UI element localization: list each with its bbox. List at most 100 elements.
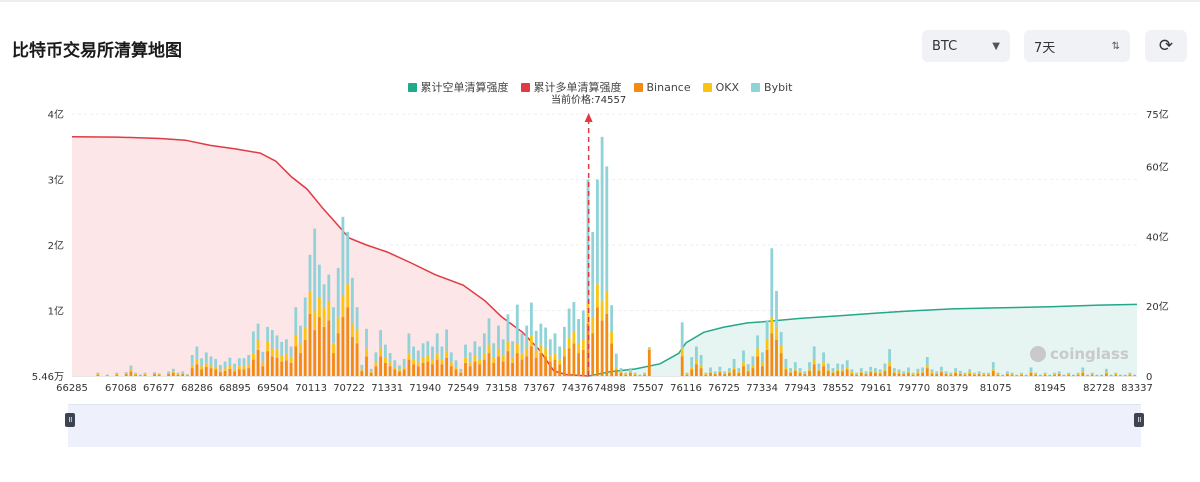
zoom-slider-track[interactable] [68, 404, 1141, 447]
bar-bybit [459, 368, 463, 372]
bar-binance [723, 374, 727, 376]
bar-binance [808, 370, 811, 376]
x-tick-label: 76116 [670, 383, 702, 394]
bar-okx [553, 353, 557, 360]
legend-label: OKX [715, 80, 740, 94]
bar-bybit [515, 304, 519, 344]
bar-bybit [346, 231, 350, 285]
legend-item[interactable]: OKX [702, 79, 740, 95]
bar-binance [779, 353, 783, 376]
bar-bybit [289, 346, 293, 358]
bar-okx [167, 373, 170, 375]
bar-okx [841, 369, 844, 372]
bar-okx [186, 374, 189, 376]
bar-okx [949, 374, 953, 375]
bar-okx [765, 340, 769, 350]
bar-okx [690, 366, 694, 370]
bar-binance [690, 369, 694, 376]
bar-binance [1123, 375, 1127, 376]
bar-binance [864, 374, 868, 376]
bar-okx [836, 368, 840, 371]
bar-bybit [379, 330, 382, 349]
bar-okx [1034, 374, 1038, 375]
bar-binance [1090, 374, 1094, 376]
bar-bybit [308, 254, 312, 291]
bar-binance [445, 357, 448, 376]
legend-item[interactable]: 累计空单清算强度 [407, 79, 509, 95]
bar-binance [619, 372, 623, 376]
bar-bybit [1062, 374, 1066, 376]
bar-okx [911, 374, 915, 375]
bar-binance [294, 346, 298, 376]
chart-legend: 累计空单清算强度 累计多单清算强度 Binance OKX Bybit [0, 79, 1200, 95]
bar-okx [209, 364, 213, 369]
bar-bybit [869, 366, 873, 371]
legend-item[interactable]: Binance [633, 79, 691, 95]
x-tick-label: 71331 [371, 383, 403, 394]
bar-bybit [718, 366, 722, 371]
refresh-button[interactable]: ⟳ [1145, 30, 1187, 62]
bar-binance [468, 366, 472, 376]
bar-bybit [530, 302, 533, 336]
legend-item[interactable]: Bybit [751, 79, 792, 95]
bar-okx [190, 364, 194, 369]
bar-bybit [365, 328, 368, 349]
x-tick-label: 74898 [594, 383, 626, 394]
bar-binance [949, 374, 953, 376]
bar-bybit [572, 302, 576, 332]
y-left-tick-label: 4亿 [48, 108, 64, 121]
bar-bybit [1020, 372, 1023, 374]
bar-okx [431, 359, 434, 365]
bar-binance [313, 330, 317, 376]
bar-okx [294, 334, 298, 347]
bar-okx [643, 374, 646, 375]
bar-binance [195, 364, 199, 376]
bar-binance [883, 370, 887, 376]
bar-bybit [831, 368, 835, 372]
bar-binance [793, 370, 797, 376]
bar-bybit [421, 343, 425, 358]
bar-okx [699, 364, 703, 369]
bar-bybit [138, 374, 142, 376]
bar-bybit [233, 363, 236, 370]
bar-okx [487, 344, 491, 354]
bar-okx [492, 357, 496, 363]
bar-bybit [1090, 372, 1094, 374]
bar-bybit [709, 367, 712, 372]
bar-bybit [280, 341, 284, 355]
bar-bybit [888, 349, 891, 363]
long-cum-area [72, 136, 589, 376]
bar-bybit [949, 372, 953, 374]
bar-bybit [464, 344, 467, 358]
y-left-tick-label: 1亿 [48, 305, 64, 318]
bar-binance [977, 374, 981, 376]
bar-binance [850, 373, 854, 376]
bar-binance [1034, 374, 1038, 376]
asset-select[interactable]: BTC ▼ [922, 30, 1010, 62]
bar-binance [327, 320, 331, 376]
bar-bybit [836, 363, 840, 369]
bar-okx [1006, 373, 1009, 375]
bar-binance [1010, 374, 1014, 376]
y-left-tick-label: 2亿 [48, 239, 64, 252]
bar-binance [242, 369, 246, 376]
bar-bybit [171, 368, 175, 372]
bar-okx [859, 371, 863, 373]
x-tick-label: 67068 [105, 383, 137, 394]
bar-okx [822, 362, 825, 367]
bar-bybit [303, 297, 307, 327]
bar-binance [186, 375, 189, 376]
zoom-slider-right-handle[interactable]: ॥ [1134, 413, 1144, 427]
legend-item[interactable]: 累计多单清算强度 [520, 79, 622, 95]
bar-okx [803, 373, 807, 375]
x-tick-label: 70722 [333, 383, 365, 394]
zoom-slider-left-handle[interactable]: ॥ [65, 413, 75, 427]
range-select[interactable]: 7天 ⇅ [1024, 30, 1130, 62]
bar-binance [822, 366, 825, 376]
bar-binance [940, 372, 943, 376]
bar-okx [252, 353, 255, 360]
bar-binance [1095, 375, 1099, 376]
bar-binance [431, 364, 434, 376]
bar-bybit [600, 136, 604, 301]
bar-okx [407, 353, 411, 360]
